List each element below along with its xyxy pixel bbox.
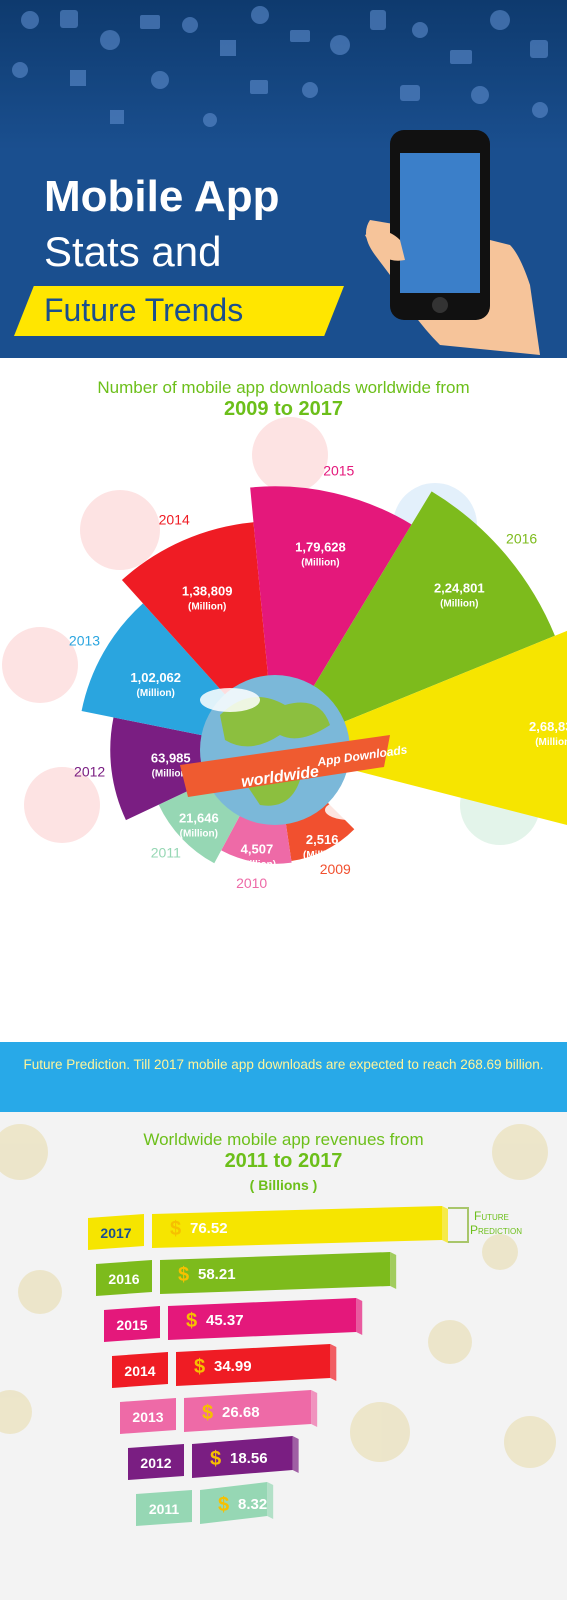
download-segment-2016 bbox=[311, 491, 555, 724]
downloads-radial-chart: 2,516 (Million) 4,507 (Million) 21,646 (Milli… bbox=[2, 417, 567, 891]
download-year-2014: 2014 bbox=[159, 511, 190, 527]
download-value-2012: 63,985 bbox=[151, 751, 191, 766]
downloads-title-line2: 2009 to 2017 bbox=[224, 398, 343, 420]
download-unit-2009: (Million) bbox=[303, 850, 341, 861]
revenue-bar-side-2011 bbox=[267, 1482, 274, 1519]
revenue-year-tag-2011 bbox=[136, 1490, 192, 1526]
download-unit-2016: (Million) bbox=[440, 599, 478, 610]
revenue-year-tag-2014 bbox=[112, 1352, 168, 1388]
download-segment-2017 bbox=[339, 630, 567, 825]
revenue-year-2016: 2016 bbox=[108, 1271, 139, 1287]
download-year-2013: 2013 bbox=[69, 632, 100, 648]
dollar-icon-2015: $ bbox=[186, 1310, 197, 1332]
future-prediction-callout: Future Prediction bbox=[448, 1207, 522, 1243]
worldwide-ribbon: worldwide App Downloads bbox=[180, 735, 409, 797]
revenue-year-2012: 2012 bbox=[140, 1455, 171, 1471]
download-year-2009: 2009 bbox=[320, 861, 351, 877]
revenue-year-tag-2013 bbox=[120, 1398, 176, 1434]
download-segment-2014 bbox=[121, 522, 269, 698]
download-value-2009: 2,516 bbox=[306, 832, 339, 847]
revenue-bar-2013 bbox=[184, 1390, 312, 1432]
revenue-bar-side-2017 bbox=[442, 1206, 448, 1243]
revenues-title-line3: ( Billions ) bbox=[249, 1177, 318, 1193]
revenue-bar-side-2014 bbox=[330, 1344, 337, 1381]
download-value-2016: 2,24,801 bbox=[434, 581, 485, 596]
icon-pattern-background bbox=[0, 0, 567, 150]
revenue-bar-2012 bbox=[192, 1436, 293, 1478]
revenue-bar-2014 bbox=[176, 1344, 331, 1386]
download-unit-2013: (Million) bbox=[137, 688, 175, 699]
download-year-2016: 2016 bbox=[506, 530, 537, 546]
download-unit-2015: (Million) bbox=[301, 557, 339, 568]
download-year-2011: 2011 bbox=[151, 845, 181, 861]
revenue-year-2014: 2014 bbox=[124, 1363, 155, 1379]
revenue-year-2015: 2015 bbox=[116, 1317, 147, 1333]
phone-in-hand-icon bbox=[365, 130, 540, 355]
dollar-icon-2013: $ bbox=[202, 1402, 213, 1424]
dollar-icon-2011: $ bbox=[218, 1494, 229, 1516]
revenue-value-2013: 26.68 bbox=[222, 1404, 260, 1421]
revenue-value-2012: 18.56 bbox=[230, 1450, 268, 1467]
download-value-2014: 1,38,809 bbox=[182, 583, 233, 598]
download-unit-2011: (Million) bbox=[180, 828, 218, 839]
prediction-banner: Future Prediction. Till 2017 mobile app … bbox=[0, 1042, 567, 1112]
download-unit-2014: (Million) bbox=[188, 601, 226, 612]
download-unit-2010: (Million) bbox=[238, 859, 276, 870]
dollar-icon-2017: $ bbox=[170, 1218, 181, 1240]
revenue-year-tag-2016 bbox=[96, 1260, 152, 1296]
revenue-bar-side-2012 bbox=[292, 1436, 299, 1473]
download-segment-2012 bbox=[110, 717, 212, 821]
download-value-2015: 1,79,628 bbox=[295, 539, 346, 554]
revenue-value-2015: 45.37 bbox=[206, 1312, 244, 1329]
download-year-2010: 2010 bbox=[236, 875, 267, 891]
future-label-line2: Prediction bbox=[470, 1223, 522, 1237]
revenue-year-tag-2012 bbox=[128, 1444, 184, 1480]
revenues-title-line2: 2011 to 2017 bbox=[224, 1150, 343, 1172]
download-year-2012: 2012 bbox=[74, 763, 105, 779]
coin-background bbox=[0, 1124, 556, 1468]
download-unit-2017: (Million) bbox=[535, 737, 567, 748]
dollar-icon-2016: $ bbox=[178, 1264, 189, 1286]
download-value-2011: 21,646 bbox=[179, 810, 219, 825]
dollar-icon-2012: $ bbox=[210, 1448, 221, 1470]
download-value-2010: 4,507 bbox=[241, 841, 274, 856]
page-title-line1: Mobile App bbox=[44, 172, 280, 221]
revenue-bar-2015 bbox=[168, 1298, 357, 1340]
download-value-2013: 1,02,062 bbox=[130, 670, 181, 685]
header: Mobile App Stats and Future Trends bbox=[0, 0, 567, 358]
revenue-bar-2017 bbox=[152, 1206, 442, 1248]
dollar-icon-2014: $ bbox=[194, 1356, 205, 1378]
revenue-year-2011: 2011 bbox=[149, 1501, 180, 1517]
revenue-value-2011: 8.32 bbox=[238, 1496, 267, 1513]
revenue-value-2017: 76.52 bbox=[190, 1220, 228, 1237]
prediction-text: Future Prediction. Till 2017 mobile app … bbox=[23, 1057, 544, 1072]
revenue-bar-2016 bbox=[160, 1252, 391, 1294]
revenue-value-2016: 58.21 bbox=[198, 1266, 236, 1283]
revenue-bar-side-2015 bbox=[356, 1298, 363, 1335]
download-year-2015: 2015 bbox=[323, 463, 354, 479]
icon-pattern bbox=[12, 6, 548, 127]
revenues-bar-chart: 2017 $76.52 2016 $58.21 2015 $45.37 2014 $34.99… bbox=[88, 1206, 522, 1526]
banner-text: Future Trends bbox=[44, 292, 244, 328]
revenues-title-line1: Worldwide mobile app revenues from bbox=[143, 1130, 424, 1149]
revenue-year-2017: 2017 bbox=[100, 1225, 131, 1241]
revenue-value-2014: 34.99 bbox=[214, 1358, 252, 1375]
revenue-bar-side-2016 bbox=[390, 1252, 397, 1289]
title-banner: Future Trends bbox=[14, 286, 344, 336]
revenue-year-tag-2017 bbox=[88, 1214, 144, 1250]
revenue-bar-2011 bbox=[200, 1482, 268, 1524]
revenue-bar-side-2013 bbox=[311, 1390, 318, 1427]
revenue-year-2013: 2013 bbox=[132, 1409, 163, 1425]
downloads-title-line1: Number of mobile app downloads worldwide… bbox=[97, 378, 470, 397]
download-unit-2012: (Million) bbox=[152, 769, 190, 780]
revenue-year-tag-2015 bbox=[104, 1306, 160, 1342]
download-segment-2013 bbox=[81, 603, 229, 737]
future-label-line1: Future bbox=[474, 1209, 509, 1223]
page-title-line2: Stats and bbox=[44, 228, 222, 275]
download-segment-2015 bbox=[250, 486, 412, 691]
download-value-2017: 2,68,832 bbox=[529, 719, 567, 734]
